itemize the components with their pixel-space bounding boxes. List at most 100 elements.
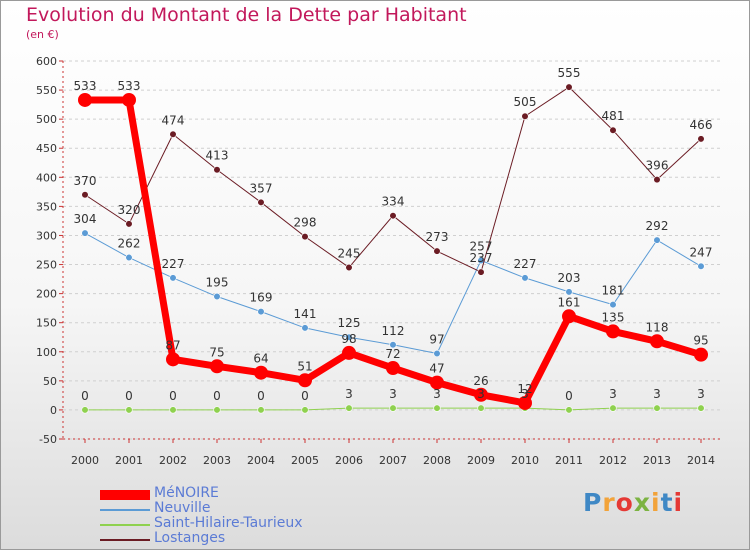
data-point: [169, 130, 177, 138]
data-label: 118: [646, 320, 669, 334]
data-label: 26: [473, 374, 488, 388]
data-point: [565, 288, 573, 296]
data-label: 298: [294, 216, 317, 230]
data-label: 481: [602, 109, 625, 123]
data-point: [81, 229, 89, 237]
legend-label: Lostanges: [154, 530, 226, 546]
data-point: [78, 92, 92, 107]
data-point: [213, 166, 221, 174]
legend-label: MéNOIRE: [154, 485, 219, 501]
data-point: [389, 212, 397, 220]
legend-swatch: [100, 509, 150, 511]
logo-letter: o: [615, 488, 634, 517]
data-point: [697, 135, 705, 143]
data-label: 0: [125, 389, 133, 403]
data-point: [565, 406, 573, 414]
data-label: 3: [521, 387, 529, 401]
data-point: [210, 359, 224, 374]
x-tick-label: 2004: [247, 454, 275, 467]
logo-letter: i: [651, 488, 661, 517]
data-label: 0: [257, 389, 265, 403]
data-point: [433, 247, 441, 255]
data-point: [254, 365, 268, 380]
data-point: [609, 404, 617, 412]
logo-letter: r: [602, 488, 616, 517]
y-tick-label: 50: [43, 375, 57, 388]
data-label: 474: [162, 113, 185, 127]
y-tick-label: 400: [36, 171, 57, 184]
data-point: [125, 253, 133, 262]
legend-swatch: [100, 539, 150, 541]
data-label: 0: [301, 389, 309, 403]
data-label: 334: [382, 195, 405, 209]
data-point: [565, 83, 573, 91]
data-point: [301, 406, 309, 414]
data-point: [125, 220, 133, 228]
y-tick-label: 250: [36, 259, 57, 272]
data-label: 304: [74, 212, 97, 226]
x-tick-label: 2006: [335, 454, 363, 467]
data-point: [697, 262, 705, 270]
data-label: 195: [206, 276, 229, 290]
x-tick-label: 2005: [291, 454, 319, 467]
data-label: 292: [646, 219, 669, 233]
data-label: 181: [602, 284, 625, 298]
logo-letter: P: [583, 488, 603, 517]
data-label: 3: [477, 387, 485, 401]
data-label: 273: [426, 230, 449, 244]
data-point: [518, 395, 532, 410]
y-tick-label: 550: [36, 84, 57, 97]
data-label: 95: [693, 334, 708, 348]
data-label: 97: [429, 333, 444, 347]
data-point: [342, 345, 356, 360]
data-label: 87: [165, 338, 180, 352]
data-label: 0: [565, 389, 573, 403]
data-label: 247: [690, 245, 713, 259]
data-label: 3: [609, 387, 617, 401]
data-label: 3: [345, 387, 353, 401]
data-label: 98: [341, 332, 356, 346]
data-point: [166, 352, 180, 367]
logo-letter: t: [660, 488, 674, 517]
data-label: 125: [338, 316, 361, 330]
data-label: 533: [118, 79, 141, 93]
data-point: [298, 373, 312, 388]
x-tick-label: 2014: [687, 454, 715, 467]
chart-subtitle: (en €): [26, 28, 59, 41]
data-label: 51: [297, 359, 312, 373]
y-tick-label: 0: [50, 404, 57, 417]
x-tick-label: 2013: [643, 454, 671, 467]
data-point: [81, 406, 89, 414]
data-point: [562, 309, 576, 324]
data-label: 227: [162, 257, 185, 271]
y-tick-label: 500: [36, 113, 57, 126]
data-point: [653, 176, 661, 184]
data-point: [257, 308, 265, 316]
y-tick-label: 100: [36, 346, 57, 359]
data-label: 555: [558, 66, 581, 80]
data-point: [521, 274, 529, 282]
legend-label: Saint-Hilaire-Taurieux: [154, 515, 303, 531]
data-label: 72: [385, 347, 400, 361]
data-label: 320: [118, 203, 141, 217]
data-label: 245: [338, 246, 361, 260]
data-label: 3: [433, 387, 441, 401]
data-point: [301, 233, 309, 241]
data-label: 466: [690, 118, 713, 132]
data-label: 3: [389, 387, 397, 401]
x-tick-label: 2002: [159, 454, 187, 467]
data-point: [345, 263, 353, 272]
data-point: [430, 375, 444, 390]
logo-letter: i: [673, 488, 684, 517]
data-label: 0: [213, 389, 221, 403]
data-point: [521, 112, 529, 120]
data-label: 3: [653, 387, 661, 401]
legend-label: Neuville: [154, 500, 211, 516]
data-label: 75: [209, 345, 224, 359]
data-label: 262: [118, 237, 141, 251]
y-tick-label: 350: [36, 200, 57, 213]
data-point: [389, 341, 397, 349]
data-point: [694, 347, 708, 362]
